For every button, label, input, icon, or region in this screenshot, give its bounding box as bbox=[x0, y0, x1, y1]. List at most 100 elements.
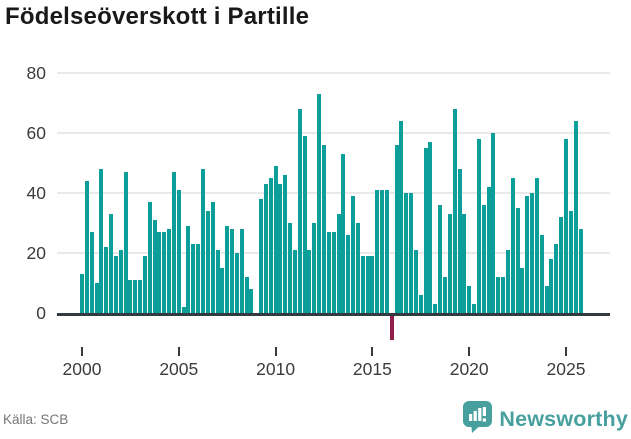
bar-2019-Q1 bbox=[447, 214, 452, 313]
bar-2006-Q4 bbox=[210, 202, 215, 313]
gridline-y-40 bbox=[57, 192, 610, 194]
newsworthy-logo[interactable]: Newsworthy bbox=[462, 400, 628, 439]
bar-2006-Q2 bbox=[201, 169, 205, 313]
bar-2021-Q2 bbox=[491, 133, 496, 313]
x-axis-label-2025: 2025 bbox=[546, 359, 586, 379]
bar-2022-Q1 bbox=[505, 250, 510, 313]
bar-2018-Q4 bbox=[443, 277, 447, 313]
bar-2024-Q2 bbox=[549, 259, 554, 313]
x-axis-tick-2020 bbox=[468, 347, 471, 356]
bar-2021-Q1 bbox=[486, 187, 491, 313]
bar-2012-Q2 bbox=[317, 94, 322, 313]
bar-2014-Q4 bbox=[365, 256, 370, 313]
chart-title: Födelseöverskott i Partille bbox=[5, 3, 310, 30]
bar-2003-Q2 bbox=[142, 256, 147, 313]
x-axis-label-2000: 2000 bbox=[62, 359, 102, 379]
bar-2011-Q3 bbox=[302, 136, 307, 313]
bar-2025-Q4 bbox=[578, 229, 583, 313]
bar-2003-Q4 bbox=[152, 220, 157, 313]
bar-2004-Q3 bbox=[167, 229, 172, 313]
bar-2010-Q1 bbox=[273, 166, 278, 313]
bar-2011-Q2 bbox=[297, 109, 302, 313]
bar-2011-Q4 bbox=[307, 250, 312, 313]
bar-2022-Q4 bbox=[520, 268, 525, 313]
bar-2025-Q2 bbox=[568, 211, 573, 313]
brand-name: Newsworthy bbox=[499, 407, 628, 431]
bar-2024-Q3 bbox=[554, 244, 559, 313]
bar-2008-Q2 bbox=[239, 229, 244, 313]
bar-2009-Q3 bbox=[263, 184, 268, 313]
bar-2019-Q4 bbox=[462, 214, 467, 313]
bar-2010-Q3 bbox=[283, 175, 288, 313]
bar-2000-Q3 bbox=[89, 232, 94, 313]
bar-2008-Q1 bbox=[234, 253, 239, 313]
bar-2018-Q2 bbox=[433, 304, 438, 313]
bar-2012-Q1 bbox=[312, 223, 317, 313]
bar-2009-Q2 bbox=[259, 199, 264, 313]
bar-2024-Q4 bbox=[559, 217, 564, 313]
bar-2013-Q4 bbox=[346, 235, 351, 313]
bar-2001-Q2 bbox=[104, 247, 109, 313]
bar-2013-Q1 bbox=[331, 232, 336, 313]
bar-2004-Q1 bbox=[157, 232, 162, 313]
bar-2004-Q4 bbox=[171, 172, 176, 313]
bar-2018-Q1 bbox=[428, 142, 433, 313]
bar-2016-Q1 bbox=[389, 316, 394, 340]
bar-2000-Q1 bbox=[80, 274, 84, 313]
bar-2009-Q4 bbox=[268, 178, 273, 313]
x-axis-tick-2005 bbox=[177, 347, 180, 356]
bar-2008-Q3 bbox=[244, 277, 249, 313]
bar-2007-Q4 bbox=[230, 229, 235, 313]
bar-2015-Q4 bbox=[384, 190, 389, 313]
bar-2000-Q4 bbox=[94, 283, 99, 313]
bar-chart-speech-bubble-icon bbox=[462, 400, 493, 439]
bar-2004-Q2 bbox=[162, 232, 167, 313]
bar-2023-Q4 bbox=[539, 235, 544, 313]
bar-2007-Q2 bbox=[220, 268, 225, 313]
bar-2002-Q3 bbox=[128, 280, 133, 313]
bar-2013-Q2 bbox=[336, 214, 341, 313]
y-axis-label-40: 40 bbox=[26, 183, 46, 203]
bar-2022-Q3 bbox=[515, 208, 520, 313]
bar-2017-Q3 bbox=[418, 295, 423, 313]
bar-2017-Q4 bbox=[423, 148, 428, 313]
bar-2023-Q2 bbox=[530, 193, 535, 313]
bar-2001-Q4 bbox=[113, 256, 118, 313]
bar-2014-Q2 bbox=[355, 223, 360, 313]
bar-2007-Q3 bbox=[225, 226, 230, 313]
bar-2002-Q4 bbox=[133, 280, 138, 313]
gridline-y-60 bbox=[57, 132, 610, 134]
x-axis-tick-2000 bbox=[81, 347, 83, 356]
bar-2002-Q2 bbox=[123, 172, 128, 313]
y-axis-label-60: 60 bbox=[26, 123, 46, 143]
x-axis-label-2005: 2005 bbox=[159, 359, 199, 379]
bar-2016-Q3 bbox=[399, 121, 404, 313]
x-axis-label-2020: 2020 bbox=[449, 359, 489, 379]
bar-2014-Q1 bbox=[351, 196, 356, 313]
bar-2012-Q3 bbox=[322, 145, 326, 313]
bar-2008-Q4 bbox=[249, 289, 254, 313]
bar-2017-Q1 bbox=[409, 193, 414, 313]
bar-2000-Q2 bbox=[84, 181, 89, 313]
gridline-y-80 bbox=[57, 72, 610, 74]
bar-2003-Q1 bbox=[138, 280, 143, 313]
x-axis-tick-2025 bbox=[565, 347, 567, 356]
bar-2020-Q1 bbox=[467, 286, 472, 313]
bar-2011-Q1 bbox=[292, 250, 297, 313]
x-axis-tick-2010 bbox=[274, 347, 277, 356]
bar-2005-Q3 bbox=[186, 226, 191, 313]
bar-2016-Q4 bbox=[404, 193, 409, 313]
bar-2025-Q3 bbox=[573, 121, 578, 313]
bar-2006-Q1 bbox=[196, 244, 201, 313]
x-axis-label-2010: 2010 bbox=[256, 359, 296, 379]
bar-2021-Q3 bbox=[496, 277, 501, 313]
bar-2002-Q1 bbox=[118, 250, 123, 313]
x-axis-line bbox=[57, 313, 610, 316]
bar-2001-Q3 bbox=[109, 214, 114, 313]
bar-2020-Q2 bbox=[472, 304, 477, 313]
bar-2020-Q4 bbox=[481, 205, 486, 313]
x-axis-label-2015: 2015 bbox=[352, 359, 392, 379]
bar-2013-Q3 bbox=[341, 154, 346, 313]
bar-2003-Q3 bbox=[147, 202, 152, 313]
bar-2015-Q1 bbox=[370, 256, 375, 313]
